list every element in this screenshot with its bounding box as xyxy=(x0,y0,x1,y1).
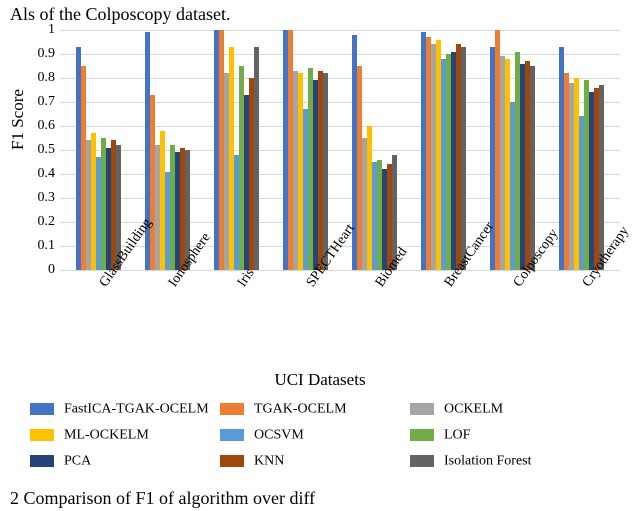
legend-swatch xyxy=(30,429,54,441)
gridline xyxy=(60,54,620,55)
y-tick-label: 0.1 xyxy=(15,238,55,254)
category-label: BreastCancer xyxy=(441,278,456,290)
legend-label: OCSVM xyxy=(254,427,304,442)
gridline xyxy=(60,198,620,199)
legend-item: TGAK-OCELM xyxy=(220,400,410,426)
legend-label: LOF xyxy=(444,427,470,442)
legend-item: Isolation Forest xyxy=(410,452,600,478)
legend-label: FastICA-TGAK-OCELM xyxy=(64,401,209,416)
category-label: Iris xyxy=(234,278,249,290)
gridline xyxy=(60,102,620,103)
y-tick-label: 0.2 xyxy=(15,214,55,230)
y-tick-label: 0.8 xyxy=(15,70,55,86)
y-tick-label: 0.7 xyxy=(15,94,55,110)
legend-item: OCSVM xyxy=(220,426,410,452)
legend-label: TGAK-OCELM xyxy=(254,401,347,416)
legend-label: OCKELM xyxy=(444,401,503,416)
legend-label: KNN xyxy=(254,453,284,468)
category-label: SPECTHeart xyxy=(303,278,318,290)
bar xyxy=(323,73,328,270)
legend-item: ML-OCKELM xyxy=(30,426,220,452)
y-tick-label: 0.3 xyxy=(15,190,55,206)
gridline xyxy=(60,126,620,127)
legend-swatch xyxy=(410,455,434,467)
legend-item: OCKELM xyxy=(410,400,600,426)
legend-swatch xyxy=(410,429,434,441)
bar xyxy=(254,47,259,270)
legend-item: PCA xyxy=(30,452,220,478)
legend-item: FastICA-TGAK-OCELM xyxy=(30,400,220,426)
legend-item: LOF xyxy=(410,426,600,452)
bar xyxy=(599,85,604,270)
x-axis-label: UCI Datasets xyxy=(0,370,640,390)
category-label: Biomed xyxy=(372,278,387,290)
legend-label: Isolation Forest xyxy=(444,453,532,468)
gridline xyxy=(60,30,620,31)
y-tick-label: 0.9 xyxy=(15,46,55,62)
legend-swatch xyxy=(410,403,434,415)
y-tick-label: 0.4 xyxy=(15,166,55,182)
legend-swatch xyxy=(220,429,244,441)
legend-item: KNN xyxy=(220,452,410,478)
y-tick-label: 1 xyxy=(15,22,55,38)
legend-swatch xyxy=(220,403,244,415)
category-label: GlassBuilding xyxy=(96,278,111,290)
legend-swatch xyxy=(30,403,54,415)
gridline xyxy=(60,78,620,79)
y-tick-label: 0 xyxy=(15,262,55,278)
legend-label: ML-OCKELM xyxy=(64,427,149,442)
legend-swatch xyxy=(220,455,244,467)
category-label: Ionosphere xyxy=(165,278,180,290)
bar xyxy=(530,66,535,270)
legend-swatch xyxy=(30,455,54,467)
bar xyxy=(461,47,466,270)
y-tick-label: 0.5 xyxy=(15,142,55,158)
legend: FastICA-TGAK-OCELM TGAK-OCELM OCKELM ML-OCK… xyxy=(30,400,610,478)
legend-label: PCA xyxy=(64,453,91,468)
y-tick-label: 0.6 xyxy=(15,118,55,134)
fragment-text-bottom: 2 Comparison of F1 of algorithm over dif… xyxy=(10,488,315,509)
category-label: Cryotherapy xyxy=(579,278,594,290)
gridline xyxy=(60,150,620,151)
category-label: Colposcopy xyxy=(510,278,525,290)
gridline xyxy=(60,174,620,175)
